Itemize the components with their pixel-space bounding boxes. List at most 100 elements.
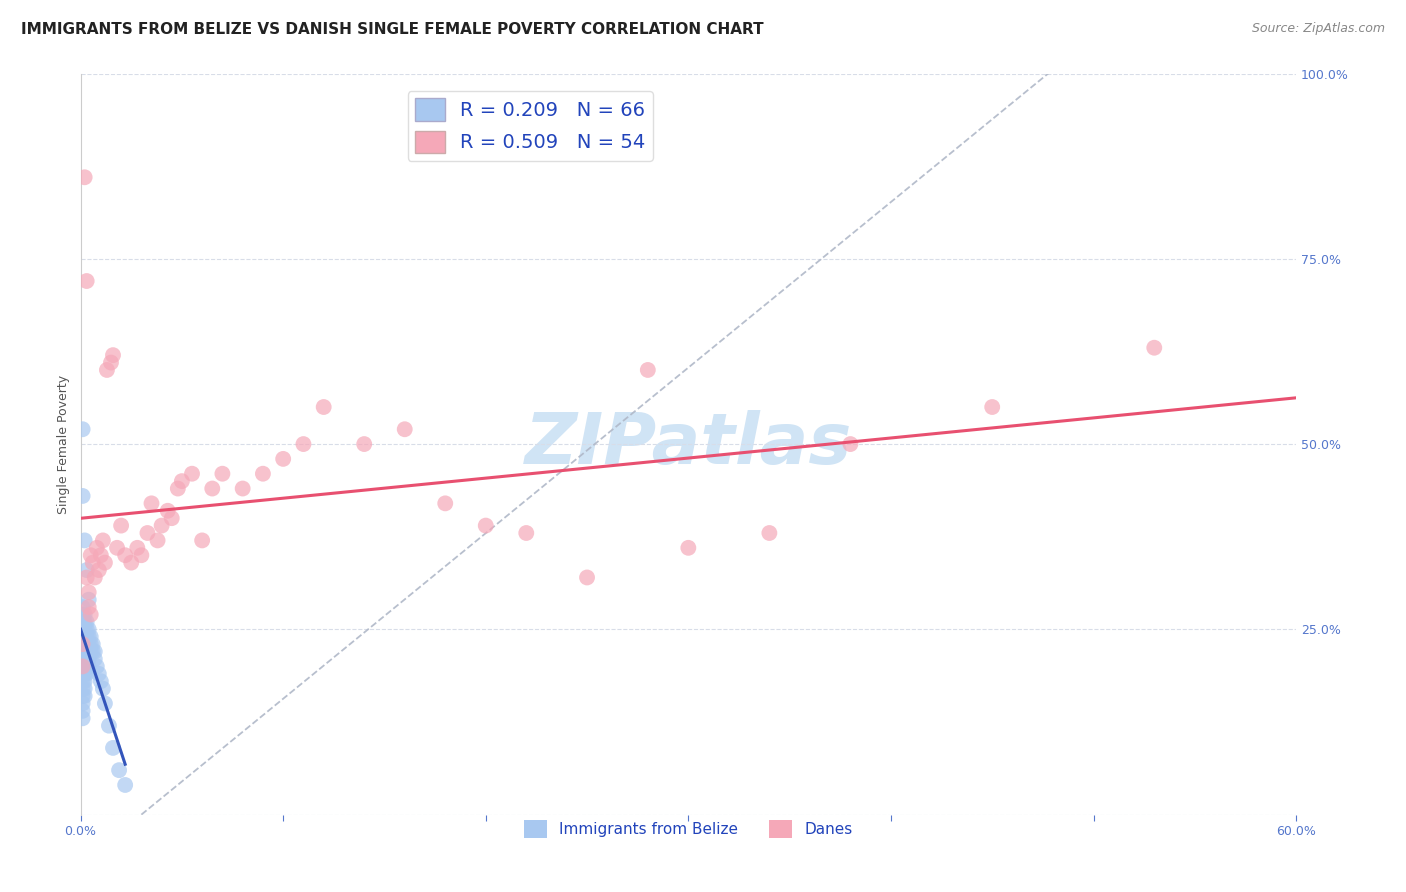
Point [72,704,94,718]
Point [82,637,104,651]
Point [72,689,94,703]
Point [72,659,94,673]
Point [80,644,103,658]
Point [114,548,136,562]
Point [166,482,188,496]
Point [101,740,124,755]
Point [758,526,780,541]
Point [73,630,96,644]
Point [76,570,98,584]
Point [76,659,98,673]
Point [141,496,163,510]
Point [97,719,120,733]
Point [77,592,100,607]
Point [72,711,94,725]
Point [100,355,122,369]
Point [91,533,114,548]
Point [312,400,335,414]
Point [160,511,183,525]
Point [96,363,118,377]
Point [474,518,496,533]
Point [72,652,94,666]
Point [77,644,100,658]
Point [72,659,94,673]
Point [76,644,98,658]
Point [120,556,142,570]
Point [77,659,100,673]
Point [114,778,136,792]
Point [82,644,104,658]
Point [90,548,112,562]
Point [72,697,94,711]
Point [86,541,108,555]
Point [201,482,224,496]
Point [72,600,94,615]
Point [637,363,659,377]
Point [73,674,96,689]
Point [83,644,105,658]
Point [90,674,112,689]
Point [76,623,98,637]
Point [170,474,193,488]
Point [150,518,173,533]
Point [73,652,96,666]
Text: ZIPatlas: ZIPatlas [524,409,852,479]
Point [73,170,96,185]
Point [83,570,105,584]
Point [72,607,94,622]
Point [72,644,94,658]
Legend: Immigrants from Belize, Danes: Immigrants from Belize, Danes [519,814,859,844]
Point [72,674,94,689]
Point [76,666,98,681]
Point [576,570,599,584]
Point [73,607,96,622]
Point [156,504,179,518]
Point [73,615,96,629]
Point [105,541,128,555]
Y-axis label: Single Female Poverty: Single Female Poverty [58,375,70,514]
Point [76,615,98,629]
Point [181,467,204,481]
Point [72,666,94,681]
Point [77,630,100,644]
Point [110,518,132,533]
Point [77,637,100,651]
Point [77,600,100,615]
Point [353,437,375,451]
Point [72,681,94,696]
Point [127,541,149,555]
Point [434,496,457,510]
Point [83,652,105,666]
Point [136,526,159,541]
Point [69,659,91,673]
Point [94,697,117,711]
Point [131,548,153,562]
Point [981,400,1004,414]
Point [76,563,98,577]
Text: IMMIGRANTS FROM BELIZE VS DANISH SINGLE FEMALE POVERTY CORRELATION CHART: IMMIGRANTS FROM BELIZE VS DANISH SINGLE … [21,22,763,37]
Point [73,689,96,703]
Point [292,437,315,451]
Point [76,630,98,644]
Point [80,607,103,622]
Point [87,563,110,577]
Point [72,615,94,629]
Point [73,644,96,658]
Point [73,681,96,696]
Point [211,467,233,481]
Point [678,541,700,555]
Point [73,666,96,681]
Point [394,422,416,436]
Point [73,637,96,651]
Point [72,623,94,637]
Point [191,533,214,548]
Point [87,666,110,681]
Point [515,526,537,541]
Point [77,623,100,637]
Point [76,652,98,666]
Point [108,763,131,777]
Point [72,422,94,436]
Point [72,637,94,651]
Point [94,556,117,570]
Point [146,533,169,548]
